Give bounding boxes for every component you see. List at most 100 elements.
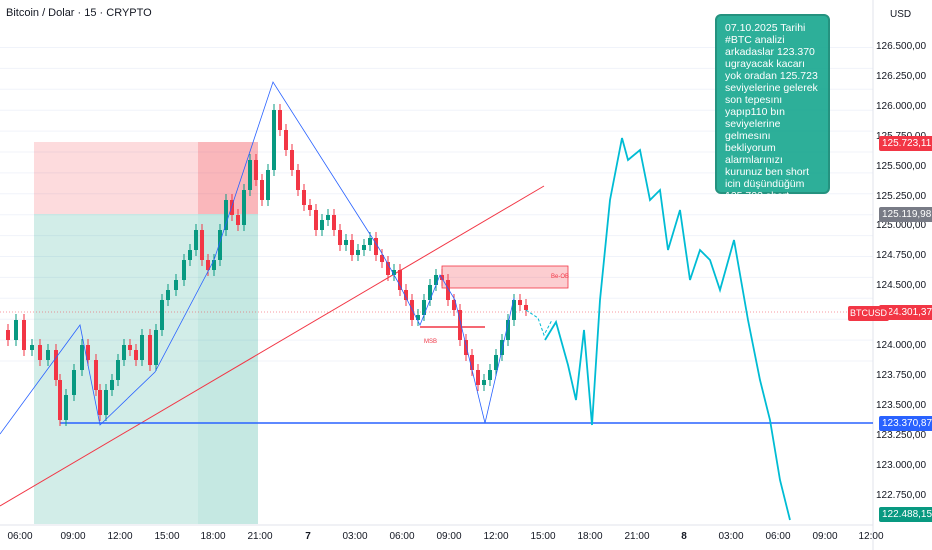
candle-body [332,215,336,230]
candle-body [464,340,468,355]
candle-body [98,390,102,415]
candle-body [218,230,222,260]
candle-body [296,170,300,190]
candle-body [188,250,192,260]
candle-body [154,330,158,365]
candle-body [242,190,246,225]
price-tick-label: 124.000,00 [876,340,927,351]
price-tick-label: 123.750,00 [876,369,927,381]
candle-body [116,360,120,380]
price-level-tag: 125.723,11 [879,136,932,151]
candle-body [54,350,58,380]
candle-body [94,360,98,390]
candle-body [380,255,384,262]
candle-body [58,380,62,420]
symbol-title[interactable]: Bitcoin / Dolar · 15 · CRYPTO [6,7,152,19]
candle-body [308,205,312,210]
time-tick-label: 12:00 [107,531,133,542]
candle-body [72,370,76,395]
time-tick-label: 09:00 [436,531,462,542]
candle-body [386,262,390,275]
candle-body [224,200,228,230]
candle-body [392,270,396,275]
candle-body [248,160,252,190]
pattern-zigzag [0,81,515,435]
price-tick-label: 123.000,00 [876,459,927,471]
time-tick-label: 06:00 [765,531,791,542]
candle-body [22,320,26,350]
candle-body [506,320,510,340]
price-level-tag: 125.119,98 [879,207,932,222]
candle-body [38,345,42,360]
candle-body [110,380,114,390]
candle-body [30,345,34,350]
candle-body [260,180,264,200]
candle-body [404,290,408,300]
candle-body [434,275,438,285]
order-block [441,265,569,289]
candle-body [398,270,402,290]
price-tick-label: 125.000,00 [876,220,927,232]
time-tick-label: 09:00 [812,531,838,542]
candle-body [206,260,210,270]
time-tick-label: 15:00 [154,531,180,542]
time-tick-label: 12:00 [483,531,509,542]
forecast-dashed [525,309,553,337]
symbol-price-tag: BTCUSD [848,306,890,321]
reward-zone [34,214,258,524]
candle-body [200,230,204,260]
time-tick-label: 7 [305,531,311,542]
candle-body [46,350,50,360]
candle-body [86,345,90,360]
time-tick-label: 06:00 [389,531,415,542]
candle-body [476,370,480,385]
time-tick-label: 06:00 [7,531,33,542]
candle-body [64,395,68,420]
currency-label[interactable]: USD [890,9,912,20]
candle-body [266,170,270,200]
price-tick-label: 124.500,00 [876,280,927,292]
candle-body [140,335,144,360]
candle-body [524,305,528,310]
candle-body [278,110,282,130]
candle-body [302,190,306,205]
candle-body [494,355,498,370]
forecast-path [544,137,791,521]
candle-body [440,275,444,280]
candle-body [362,245,366,250]
candle-body [470,355,474,370]
time-tick-label: 21:00 [247,531,273,542]
time-tick-label: 18:00 [200,531,226,542]
candle-body [182,260,186,280]
candle-body [194,230,198,250]
price-level-tag: 123.370,87 [879,416,932,431]
candle-body [452,300,456,310]
candle-body [428,285,432,300]
candle-body [148,335,152,365]
candle-body [314,210,318,230]
candle-body [320,220,324,230]
trendline [0,185,545,507]
candle-body [174,280,178,290]
price-level-tag: 122.488,15 [879,507,932,522]
msb-label: MSB [424,339,438,345]
candle-body [326,215,330,220]
candle-body [518,300,522,305]
candle-body [80,345,84,370]
time-tick-label: 09:00 [60,531,86,542]
time-tick-label: 15:00 [530,531,556,542]
price-tick-label: 124.750,00 [876,250,927,262]
candle-body [482,380,486,385]
analysis-note[interactable]: 07.10.2025 Tarihi #BTC analizi arkadasla… [715,14,830,238]
candle-body [512,300,516,320]
candle-body [446,280,450,300]
candle-body [128,345,132,350]
candle-body [338,230,342,245]
candle-body [166,290,170,300]
candle-body [284,130,288,150]
price-tick-label: 126.000,00 [876,100,927,112]
candle-body [344,240,348,245]
candle-body [488,370,492,380]
time-tick-label: 03:00 [342,531,368,542]
